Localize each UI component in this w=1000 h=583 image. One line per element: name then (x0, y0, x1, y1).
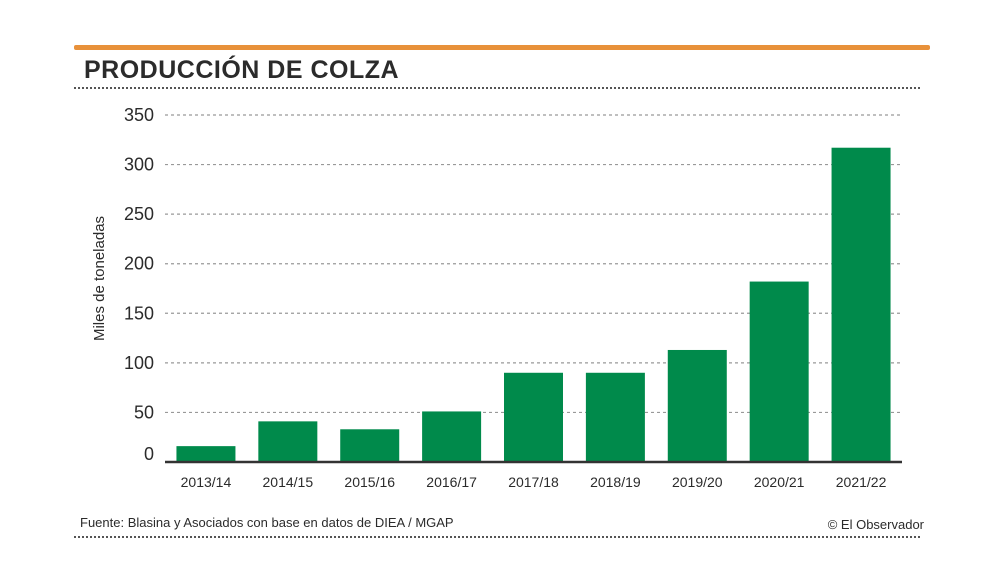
y-tick-label: 250 (124, 204, 154, 224)
x-tick-label: 2021/22 (836, 474, 887, 490)
x-tick-label: 2015/16 (344, 474, 395, 490)
y-tick-label: 100 (124, 353, 154, 373)
y-tick-label: 350 (124, 105, 154, 125)
x-tick-label: 2020/21 (754, 474, 805, 490)
source-note: Fuente: Blasina y Asociados con base en … (80, 515, 454, 530)
accent-bar (74, 45, 930, 50)
x-tick-label: 2013/14 (181, 474, 232, 490)
x-tick-label: 2014/15 (263, 474, 314, 490)
bar-2016-17 (422, 411, 482, 462)
bar-2018-19 (585, 372, 645, 462)
y-tick-label: 50 (134, 402, 154, 422)
y-tick-label: 0 (144, 444, 154, 464)
bar-2020-21 (749, 281, 809, 462)
bar-2019-20 (667, 349, 727, 462)
x-tick-label: 2018/19 (590, 474, 641, 490)
bar-2015-16 (340, 429, 400, 462)
y-tick-label: 200 (124, 254, 154, 274)
bar-2013-14 (176, 446, 236, 462)
bar-2014-15 (258, 421, 318, 462)
x-tick-label: 2016/17 (426, 474, 477, 490)
title-divider (74, 87, 920, 89)
x-tick-label: 2019/20 (672, 474, 723, 490)
chart-title: PRODUCCIÓN DE COLZA (84, 56, 400, 84)
bar-2021-22 (831, 147, 891, 462)
bar-2017-18 (504, 372, 563, 462)
x-tick-label: 2017/18 (508, 474, 559, 490)
y-tick-label: 300 (124, 155, 154, 175)
y-tick-label: 150 (124, 303, 154, 323)
credit-note: © El Observador (827, 517, 924, 532)
y-axis-title: Miles de toneladas (91, 216, 108, 341)
footer-divider (74, 536, 920, 538)
